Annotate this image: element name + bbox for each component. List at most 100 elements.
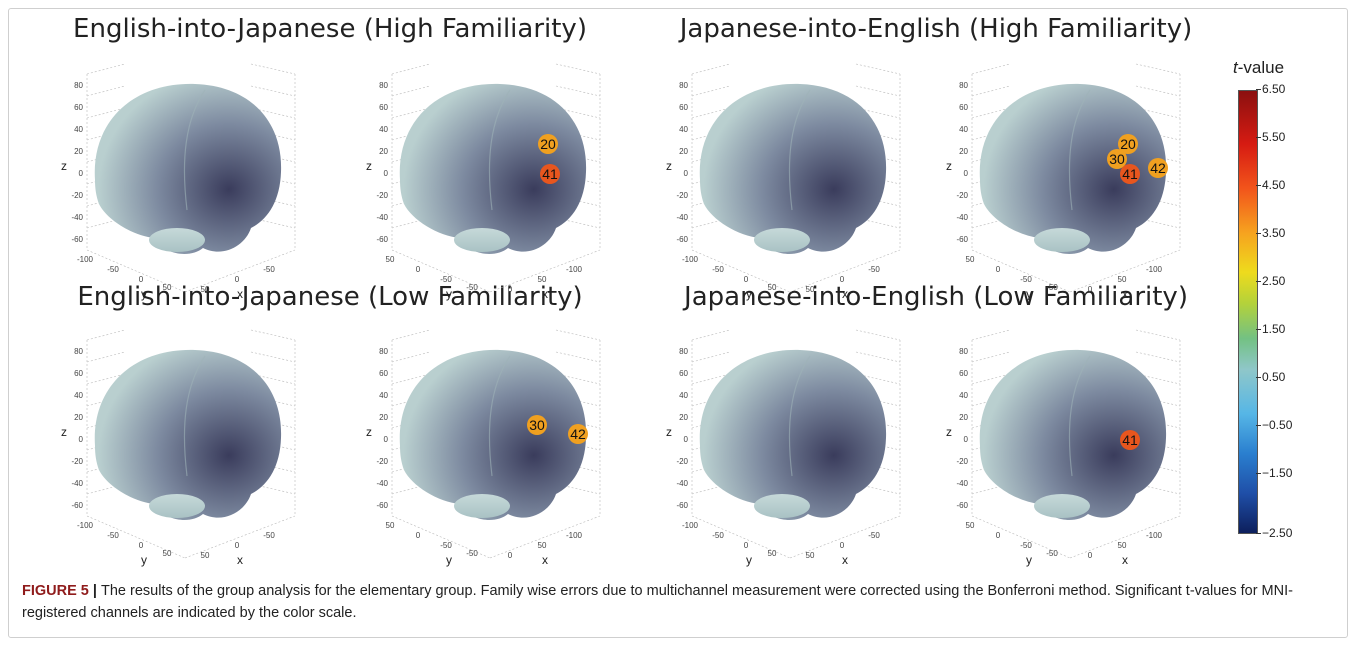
bottom-tick-label: -50 bbox=[712, 265, 724, 274]
z-tick-label: 60 bbox=[679, 103, 688, 112]
bottom-tick-label: -50 bbox=[107, 531, 119, 540]
x-axis-label: x bbox=[1122, 553, 1128, 567]
bottom-tick-label: -100 bbox=[1146, 265, 1163, 274]
bottom-tick-label: 0 bbox=[996, 531, 1001, 540]
bottom-tick-label: -100 bbox=[1146, 531, 1163, 540]
bottom-tick-label: 50 bbox=[163, 549, 172, 558]
x-axis-label: x bbox=[542, 553, 548, 567]
cerebellum bbox=[454, 494, 510, 518]
colorbar-tick: 0.50 bbox=[1255, 370, 1286, 384]
channel-label: 42 bbox=[1150, 160, 1166, 176]
z-tick-label: 0 bbox=[79, 435, 84, 444]
caption-text: The results of the group analysis for th… bbox=[22, 583, 1293, 621]
z-tick-label: 80 bbox=[959, 347, 968, 356]
bottom-tick-label: 0 bbox=[744, 541, 749, 550]
brain-plot-e2j-high-right: 80 60 40 20 0 -20 -40 -60 z 50 0 -50 -50 0 50 -100 y x 20 4… bbox=[360, 60, 620, 310]
z-tick-label: 40 bbox=[379, 125, 388, 134]
panel-title-j2e-low: Japanese-into-English (Low Familiarity) bbox=[684, 282, 1188, 312]
z-tick-label: -20 bbox=[71, 191, 83, 200]
brain-svg: 80 60 40 20 0 -20 -40 -60 z -100 -50 0 50 50 0 -50 y x bbox=[666, 329, 901, 567]
bottom-tick-label: 0 bbox=[508, 551, 513, 560]
z-tick-label: -20 bbox=[71, 457, 83, 466]
z-tick-label: 40 bbox=[959, 125, 968, 134]
bottom-tick-label: 0 bbox=[840, 541, 845, 550]
cerebellum bbox=[754, 494, 810, 518]
z-tick-label: -20 bbox=[676, 191, 688, 200]
brain-plot-e2j-low-right: 80 60 40 20 0 -20 -40 -60 z 50 0 -50 -50 0 50 -100 y x 30 4… bbox=[360, 326, 620, 576]
z-tick-label: 0 bbox=[384, 169, 389, 178]
bottom-tick-label: 0 bbox=[840, 275, 845, 284]
z-axis-label: z bbox=[946, 159, 952, 173]
brain-fissure bbox=[788, 89, 811, 211]
bottom-tick-label: -100 bbox=[77, 255, 94, 264]
bottom-tick-label: 50 bbox=[386, 521, 395, 530]
y-axis-label: y bbox=[446, 553, 452, 567]
bottom-tick-label: 50 bbox=[538, 275, 547, 284]
bottom-tick-label: 0 bbox=[744, 275, 749, 284]
z-tick-label: 40 bbox=[679, 125, 688, 134]
channel-label: 41 bbox=[542, 166, 558, 182]
z-tick-label: 80 bbox=[379, 81, 388, 90]
channel-marker-41: 41 bbox=[540, 164, 560, 184]
z-tick-label: -40 bbox=[956, 479, 968, 488]
channel-label: 30 bbox=[1109, 151, 1125, 167]
channel-marker-30: 30 bbox=[1107, 149, 1127, 169]
z-tick-label: 40 bbox=[379, 391, 388, 400]
bottom-tick-label: 0 bbox=[235, 275, 240, 284]
channel-label: 30 bbox=[529, 417, 545, 433]
z-tick-label: -60 bbox=[956, 501, 968, 510]
z-tick-label: -60 bbox=[376, 235, 388, 244]
z-tick-label: 40 bbox=[74, 125, 83, 134]
z-tick-label: 80 bbox=[679, 347, 688, 356]
panel-title-j2e-high: Japanese-into-English (High Familiarity) bbox=[679, 14, 1193, 44]
brain-fissure bbox=[488, 355, 511, 477]
z-tick-label: 0 bbox=[964, 435, 969, 444]
x-axis-label: x bbox=[542, 287, 548, 301]
z-tick-label: -20 bbox=[676, 457, 688, 466]
brain-surface bbox=[699, 349, 887, 520]
y-axis-label: y bbox=[1026, 553, 1032, 567]
brain-surface bbox=[699, 83, 887, 254]
z-tick-label: 80 bbox=[379, 347, 388, 356]
colorbar-title-rest: -value bbox=[1237, 58, 1285, 77]
bottom-tick-label: 50 bbox=[201, 551, 210, 560]
z-axis-label: z bbox=[666, 159, 672, 173]
x-axis-label: x bbox=[237, 287, 243, 301]
colorbar-tick: 2.50 bbox=[1255, 274, 1286, 288]
channel-marker-20: 20 bbox=[538, 134, 558, 154]
bottom-tick-label: -50 bbox=[1020, 275, 1032, 284]
z-tick-label: 60 bbox=[379, 369, 388, 378]
y-axis-label: y bbox=[446, 287, 452, 301]
brain-surface bbox=[979, 349, 1167, 520]
bottom-tick-label: 50 bbox=[768, 283, 777, 292]
bottom-tick-label: 50 bbox=[966, 521, 975, 530]
bottom-tick-label: 0 bbox=[508, 285, 513, 294]
brain-fissure bbox=[1068, 89, 1091, 211]
z-tick-label: -40 bbox=[956, 213, 968, 222]
z-tick-label: -60 bbox=[376, 501, 388, 510]
colorbar-tick: −0.50 bbox=[1255, 418, 1293, 432]
cerebellum bbox=[1034, 228, 1090, 252]
bottom-tick-label: -100 bbox=[682, 255, 699, 264]
bottom-tick-label: -50 bbox=[466, 549, 478, 558]
z-tick-label: 0 bbox=[384, 435, 389, 444]
z-axis-label: z bbox=[61, 159, 67, 173]
bottom-tick-label: -50 bbox=[1020, 541, 1032, 550]
colorbar-tick: 3.50 bbox=[1255, 226, 1286, 240]
cerebellum bbox=[149, 228, 205, 252]
z-axis-label: z bbox=[946, 425, 952, 439]
brain-fissure bbox=[183, 355, 206, 477]
bottom-tick-label: 0 bbox=[1088, 285, 1093, 294]
colorbar-tick: −1.50 bbox=[1255, 466, 1293, 480]
panel-title-e2j-low: English-into-Japanese (Low Familiarity) bbox=[77, 282, 583, 312]
bottom-tick-label: 50 bbox=[768, 549, 777, 558]
cerebellum bbox=[754, 228, 810, 252]
bottom-tick-label: 0 bbox=[416, 531, 421, 540]
colorbar bbox=[1238, 90, 1258, 534]
z-axis-label: z bbox=[366, 425, 372, 439]
colorbar-title-italic: t bbox=[1233, 58, 1238, 77]
bottom-tick-label: -50 bbox=[263, 531, 275, 540]
bottom-tick-label: 50 bbox=[538, 541, 547, 550]
y-axis-label: y bbox=[1026, 287, 1032, 301]
x-axis-label: x bbox=[1122, 287, 1128, 301]
